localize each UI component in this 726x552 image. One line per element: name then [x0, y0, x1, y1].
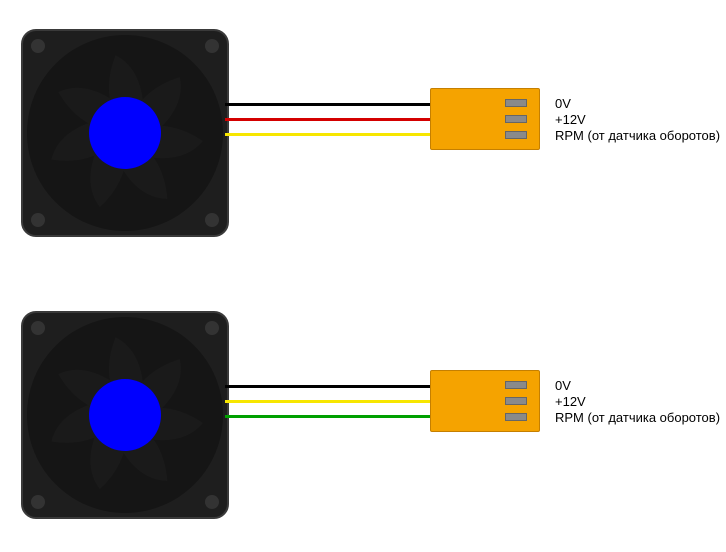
pin-label-0: 0V — [555, 378, 571, 393]
wire-2 — [225, 415, 430, 418]
wire-1 — [225, 118, 430, 121]
cooling-fan — [20, 310, 230, 520]
fan-connector — [430, 370, 540, 432]
fan-connector — [430, 88, 540, 150]
connector-pin-2 — [505, 413, 527, 421]
wire-1 — [225, 400, 430, 403]
connector-pin-0 — [505, 381, 527, 389]
wiring-row-0: 0V+12VRPM (от датчика оборотов) — [0, 18, 726, 248]
pin-label-2: RPM (от датчика оборотов) — [555, 410, 720, 425]
connector-pin-0 — [505, 99, 527, 107]
fan-icon — [20, 28, 230, 238]
connector-pin-1 — [505, 115, 527, 123]
pin-label-1: +12V — [555, 394, 586, 409]
pin-label-2: RPM (от датчика оборотов) — [555, 128, 720, 143]
pin-label-1: +12V — [555, 112, 586, 127]
wire-0 — [225, 385, 430, 388]
pin-label-0: 0V — [555, 96, 571, 111]
wire-0 — [225, 103, 430, 106]
connector-pin-2 — [505, 131, 527, 139]
cooling-fan — [20, 28, 230, 238]
connector-pin-1 — [505, 397, 527, 405]
wire-2 — [225, 133, 430, 136]
fan-icon — [20, 310, 230, 520]
wiring-row-1: 0V+12VRPM (от датчика оборотов) — [0, 300, 726, 530]
